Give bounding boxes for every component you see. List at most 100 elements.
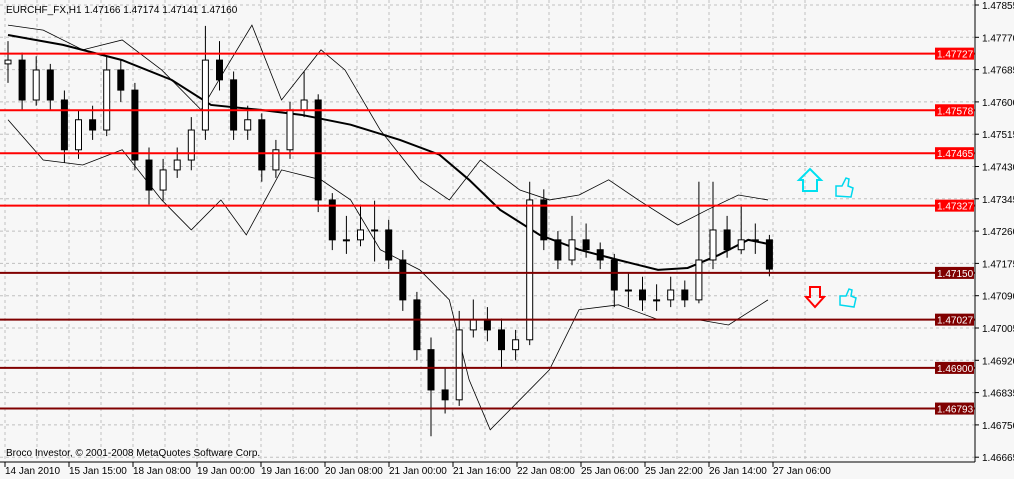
level-price-label: 1.47327 — [937, 202, 974, 213]
y-tick-label: 1.47770 — [982, 33, 1014, 44]
candle-body — [131, 89, 139, 161]
y-tick-label: 1.46665 — [982, 453, 1014, 464]
x-tick-label: 14 Jan 2010 — [5, 466, 60, 477]
candle-body — [512, 339, 520, 351]
y-tick-label: 1.47855 — [982, 1, 1014, 12]
candle-body — [300, 99, 308, 111]
level-price-label: 1.47150 — [937, 269, 974, 280]
level-price-tag — [935, 47, 974, 60]
candle-body — [540, 199, 548, 241]
y-tick-label: 1.46750 — [982, 421, 1014, 432]
y-tick-label: 1.46920 — [982, 356, 1014, 367]
candle-body — [709, 229, 717, 261]
y-tick-label: 1.47515 — [982, 130, 1014, 141]
level-price-tag — [935, 402, 974, 415]
candle-body — [582, 239, 590, 251]
x-tick-label: 26 Jan 14:00 — [709, 466, 767, 477]
candle-body — [681, 289, 689, 301]
candle-body — [173, 159, 181, 171]
candle-body — [32, 69, 40, 101]
bollinger-upper-line — [7, 24, 769, 226]
level-price-label: 1.47578 — [937, 106, 974, 117]
candle-body — [498, 329, 505, 351]
y-tick-label: 1.46835 — [982, 389, 1014, 400]
thumbs-up-icon — [835, 177, 854, 198]
candle-body — [357, 229, 364, 241]
level-price-label: 1.46793 — [937, 405, 974, 416]
candles — [4, 25, 773, 437]
down-arrow-icon[interactable] — [803, 286, 827, 309]
candle-body — [46, 69, 54, 101]
x-tick-label: 21 Jan 16:00 — [453, 466, 511, 477]
candle-body — [159, 169, 167, 191]
candle-body — [568, 239, 576, 261]
level-price-tag — [935, 104, 974, 117]
y-tick-label: 1.47175 — [982, 259, 1014, 270]
candle-body — [441, 389, 449, 401]
candle-body — [427, 349, 435, 391]
up-arrow-icon[interactable] — [796, 167, 824, 192]
y-tick-label: 1.47090 — [982, 292, 1014, 303]
x-tick-label: 25 Jan 06:00 — [581, 466, 639, 477]
level-price-tag — [935, 266, 974, 279]
candle-body — [145, 159, 153, 191]
candle-body — [342, 239, 350, 242]
candle-body — [610, 259, 618, 291]
level-price-label: 1.47027 — [937, 316, 974, 327]
candle-body — [639, 289, 646, 301]
candle-body — [230, 79, 238, 131]
y-tick-label: 1.47005 — [982, 324, 1014, 335]
y-tick-label: 1.47600 — [982, 98, 1014, 109]
candle-body — [272, 149, 280, 171]
grid — [0, 0, 975, 462]
candle-body — [483, 319, 491, 331]
x-tick-label: 19 Jan 16:00 — [261, 466, 319, 477]
candle-body — [751, 239, 759, 242]
level-price-label: 1.46900 — [937, 364, 974, 375]
level-price-tag — [935, 199, 974, 212]
candle-body — [413, 299, 421, 351]
candle-body — [75, 119, 82, 151]
horizontal-levels[interactable]: 1.47727 1.47578 1.47465 1.47327 1.47150 1.470… — [0, 47, 975, 416]
candle-body — [117, 69, 125, 91]
candle-body — [695, 259, 703, 301]
chart-title: EURCHF_FX,H1 1.47166 1.47174 1.47141 1.4… — [6, 5, 238, 16]
candle-body — [385, 229, 393, 261]
candle-body — [187, 129, 195, 161]
level-price-label: 1.47727 — [937, 50, 974, 61]
level-price-tag — [935, 147, 974, 160]
candle-body — [596, 249, 604, 261]
y-tick-label: 1.47430 — [982, 163, 1014, 174]
candle-body — [526, 199, 534, 341]
candle-body — [286, 109, 294, 151]
candle-body — [737, 239, 745, 251]
candle-body — [258, 119, 266, 171]
candle-body — [667, 289, 675, 301]
x-tick-label: 20 Jan 08:00 — [325, 466, 383, 477]
candle-body — [244, 119, 252, 131]
level-price-label: 1.47465 — [937, 149, 974, 160]
x-tick-label: 25 Jan 22:00 — [645, 466, 703, 477]
x-tick-label: 22 Jan 08:00 — [517, 466, 575, 477]
candle-body — [624, 289, 632, 292]
candle-body — [554, 239, 562, 261]
y-tick-label: 1.47260 — [982, 227, 1014, 238]
candle-body — [60, 99, 68, 151]
candle-body — [216, 59, 223, 81]
y-tick-label: 1.47345 — [982, 195, 1014, 206]
level-price-tag — [935, 313, 974, 326]
candle-body — [765, 239, 773, 270]
candle-body — [314, 99, 322, 201]
thumbs-up-icon — [839, 288, 857, 308]
x-tick-label: 15 Jan 15:00 — [69, 466, 127, 477]
candle-body — [18, 59, 26, 101]
candle-body — [469, 319, 477, 331]
candle-body — [328, 199, 336, 241]
candle-body — [4, 59, 12, 65]
x-tick-label: 19 Jan 00:00 — [197, 466, 255, 477]
candle-body — [89, 119, 97, 131]
level-price-tag — [935, 361, 974, 374]
candle-body — [455, 329, 463, 401]
